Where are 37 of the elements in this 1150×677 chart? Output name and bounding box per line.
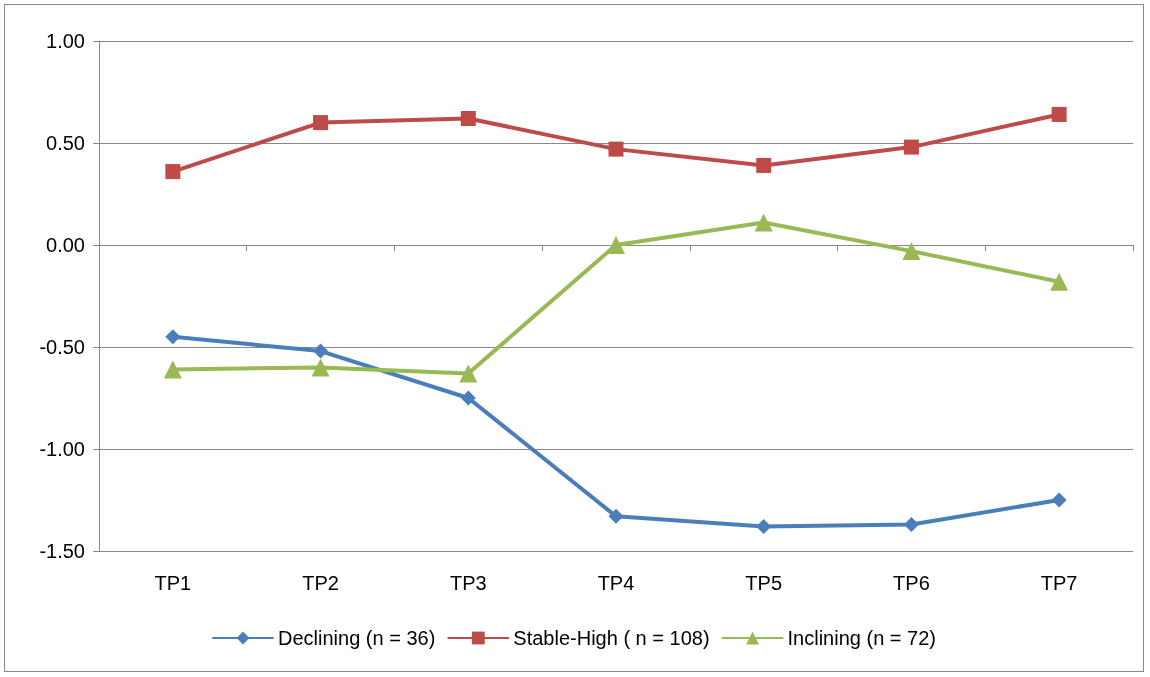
x-tick-label: TP1 bbox=[154, 572, 192, 594]
point bbox=[313, 115, 329, 131]
point bbox=[165, 329, 181, 345]
point bbox=[313, 343, 329, 359]
point bbox=[1050, 272, 1069, 291]
y-tick-label: -1.00 bbox=[39, 438, 85, 460]
point bbox=[902, 242, 921, 261]
x-tick-label: TP5 bbox=[745, 572, 783, 594]
point bbox=[311, 358, 330, 377]
x-tick-label: TP6 bbox=[893, 572, 930, 594]
y-tick-label: 0.50 bbox=[46, 132, 85, 154]
y-tick-label: -1.50 bbox=[39, 540, 85, 562]
point bbox=[1051, 492, 1067, 508]
point bbox=[1051, 106, 1067, 122]
point bbox=[903, 139, 919, 155]
point bbox=[460, 390, 476, 406]
point bbox=[607, 236, 625, 254]
point bbox=[608, 508, 624, 524]
point bbox=[756, 157, 772, 173]
point bbox=[165, 164, 181, 180]
x-tick-label: TP4 bbox=[597, 572, 635, 594]
point bbox=[754, 213, 773, 232]
x-tick-label: TP3 bbox=[449, 572, 487, 594]
legend-label: Declining (n = 36) bbox=[278, 627, 436, 649]
legend-label: Inclining (n = 72) bbox=[787, 627, 936, 649]
y-tick-label: 1.00 bbox=[46, 30, 85, 52]
legend-label: Stable-High ( n = 108) bbox=[513, 627, 710, 649]
point bbox=[163, 360, 182, 379]
point bbox=[903, 516, 919, 532]
x-tick-label: TP7 bbox=[1040, 572, 1078, 594]
y-tick-label: 0.00 bbox=[46, 234, 85, 256]
point bbox=[460, 111, 476, 127]
point bbox=[459, 364, 478, 383]
point bbox=[756, 519, 772, 535]
x-tick-label: TP2 bbox=[302, 572, 339, 594]
point bbox=[608, 141, 624, 157]
y-tick-label: -0.50 bbox=[39, 336, 85, 358]
